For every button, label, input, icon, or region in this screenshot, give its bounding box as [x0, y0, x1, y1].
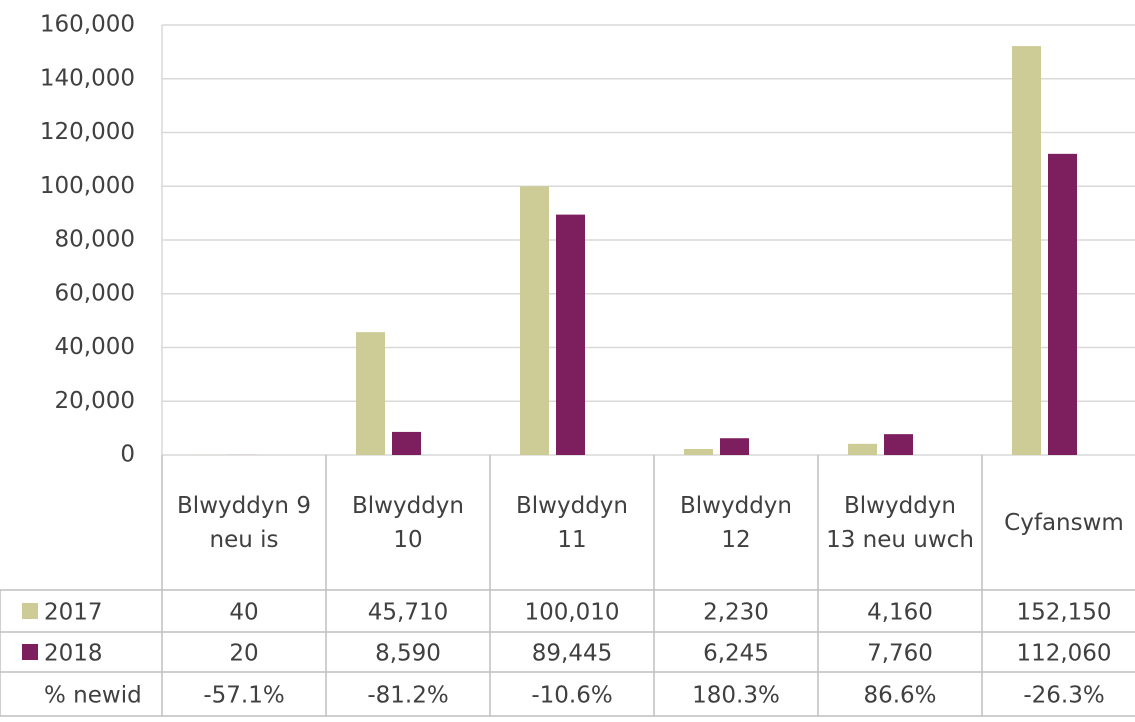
table-value: 152,150 [1016, 600, 1111, 626]
y-tick-label: 40,000 [55, 334, 135, 360]
bar [1012, 46, 1041, 456]
table-change: -57.1% [203, 683, 284, 709]
row-label: % newid [44, 683, 142, 709]
table-value: 100,010 [524, 600, 619, 626]
table-change: -81.2% [367, 683, 448, 709]
table-value: 8,590 [375, 641, 441, 667]
bar [556, 214, 585, 455]
x-tick-label: Cyfanswm [1004, 509, 1124, 536]
y-tick-label: 20,000 [55, 388, 135, 414]
table-value: 112,060 [1016, 641, 1111, 667]
y-tick-label: 120,000 [40, 119, 135, 145]
table-change: -26.3% [1023, 683, 1104, 709]
y-tick-label: 80,000 [55, 227, 135, 253]
bar [392, 431, 421, 455]
y-tick-label: 100,000 [40, 173, 135, 199]
table-value: 6,245 [703, 641, 769, 667]
y-tick-label: 60,000 [55, 280, 135, 306]
x-tick-label: Blwyddyn 10 [352, 492, 464, 553]
table-change: -10.6% [531, 683, 612, 709]
y-tick-label: 160,000 [40, 12, 135, 38]
table-value: 89,445 [532, 641, 612, 667]
y-tick-label: 0 [120, 442, 135, 468]
x-tick-label: Blwyddyn 9 neu is [177, 492, 311, 553]
table-value: 2,230 [703, 600, 769, 626]
bar [720, 438, 749, 455]
bar [684, 449, 713, 455]
table-change: 180.3% [692, 683, 780, 709]
table-value: 45,710 [368, 600, 448, 626]
bar [884, 434, 913, 455]
bar [848, 443, 877, 455]
table-value: 20 [229, 641, 258, 667]
legend-swatch [22, 603, 38, 619]
x-tick-label: Blwyddyn 11 [516, 492, 628, 553]
table-value: 4,160 [867, 600, 933, 626]
x-tick-label: Blwyddyn 12 [680, 492, 792, 553]
table-value: 40 [229, 600, 258, 626]
table-change: 86.6% [863, 683, 936, 709]
legend-label: 2018 [44, 641, 103, 667]
legend-swatch [22, 644, 38, 660]
bar [356, 332, 385, 455]
x-tick-label: Blwyddyn 13 neu uwch [826, 492, 974, 553]
legend-label: 2017 [44, 600, 103, 626]
bar [520, 186, 549, 455]
bar [1048, 153, 1077, 455]
y-tick-label: 140,000 [40, 65, 135, 91]
table-value: 7,760 [867, 641, 933, 667]
